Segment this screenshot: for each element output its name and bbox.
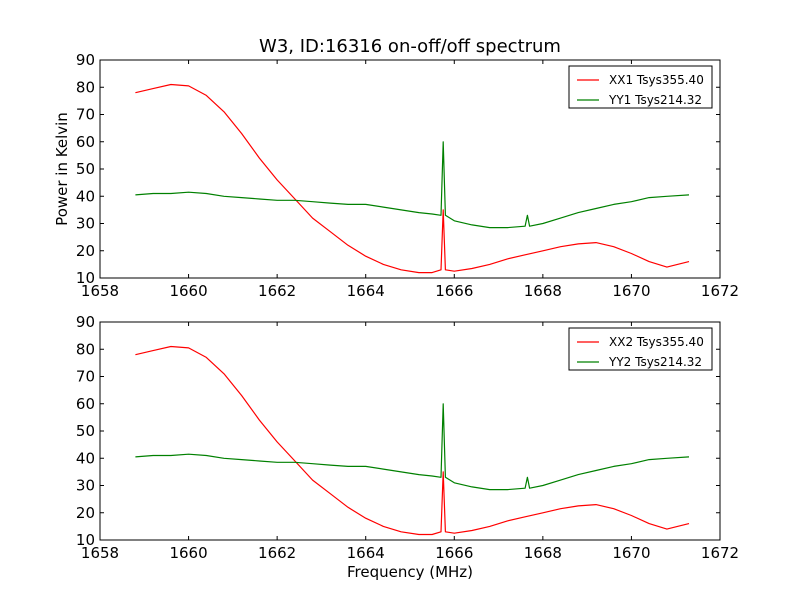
x-axis-label: Frequency (MHz) [347,563,473,581]
y-axis-label: Power in Kelvin [53,112,71,226]
subplot-1: 1658 1660 1662 1664 1666 1668 1670 1672 10 20 30 40… [53,36,739,300]
y-tick-label: 50 [76,160,95,178]
legend: XX2 Tsys355.40 YY2 Tsys214.32 [568,327,713,371]
y-tick-label: 20 [76,504,95,522]
series-group [135,83,690,274]
x-tick-label: 1670 [612,544,650,562]
series-line-1 [135,345,690,536]
legend-label: YY1 Tsys214.32 [608,93,702,107]
y-tick-label: 90 [76,51,95,69]
y-tick-label: 70 [76,368,95,386]
x-tick-label: 1660 [169,544,207,562]
y-tick-label: 80 [76,340,95,358]
legend-box [568,327,713,371]
legend: XX1 Tsys355.40 YY1 Tsys214.32 [568,65,713,109]
y-tick-label: 50 [76,422,95,440]
y-tick-label: 40 [76,449,95,467]
y-tick-label: 40 [76,187,95,205]
x-tick-label: 1664 [347,544,385,562]
x-tick-label: 1664 [347,282,385,300]
series-group [135,345,690,536]
legend-box [568,65,713,109]
x-tick-label: 1670 [612,282,650,300]
x-tick-label: 1660 [169,282,207,300]
series-line-1 [135,83,690,274]
y-tick-label: 90 [76,313,95,331]
x-tick-label: 1662 [258,544,296,562]
series-line-2 [135,141,690,229]
y-tick-label: 30 [76,477,95,495]
x-tick-label: 1668 [524,544,562,562]
series-line-2 [135,403,690,491]
y-tick-label: 10 [76,269,95,287]
legend-label: XX1 Tsys355.40 [609,73,704,87]
y-tick-label: 30 [76,215,95,233]
x-tick-label: 1668 [524,282,562,300]
y-tick-label: 70 [76,106,95,124]
x-tick-label: 1662 [258,282,296,300]
y-tick-label: 10 [76,531,95,549]
x-tick-label: 1672 [701,544,739,562]
y-tick-label: 20 [76,242,95,260]
x-tick-label: 1666 [435,544,473,562]
x-tick-label: 1658 [81,282,119,300]
subplot-2: 1658 1660 1662 1664 1666 1668 1670 1672 10 20 30 40… [76,313,739,581]
chart-title: W3, ID:16316 on-off/off spectrum [259,36,561,57]
x-tick-label: 1666 [435,282,473,300]
legend-label: XX2 Tsys355.40 [609,335,704,349]
y-tick-label: 80 [76,78,95,96]
x-tick-label: 1672 [701,282,739,300]
x-tick-label: 1658 [81,544,119,562]
y-tick-label: 60 [76,133,95,151]
legend-label: YY2 Tsys214.32 [608,355,702,369]
y-tick-label: 60 [76,395,95,413]
